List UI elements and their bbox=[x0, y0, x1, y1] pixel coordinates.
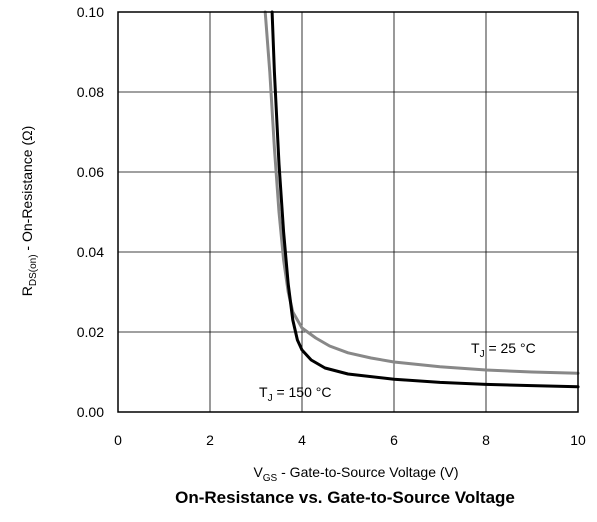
x-tick-label: 0 bbox=[114, 432, 122, 448]
x-axis-label: VGS - Gate-to-Source Voltage (V) bbox=[253, 464, 458, 484]
y-tick-label: 0.04 bbox=[77, 244, 104, 260]
x-tick-label: 8 bbox=[482, 432, 490, 448]
x-tick-labels: 0 2 4 6 8 10 bbox=[114, 432, 586, 448]
series-group bbox=[263, 10, 580, 389]
series-line-tj-25 bbox=[263, 10, 580, 375]
x-tick-label: 2 bbox=[206, 432, 214, 448]
chart-title: On-Resistance vs. Gate-to-Source Voltage bbox=[175, 488, 515, 507]
x-tick-label: 6 bbox=[390, 432, 398, 448]
y-tick-label: 0.02 bbox=[77, 324, 104, 340]
x-tick-label: 10 bbox=[570, 432, 586, 448]
x-tick-label: 4 bbox=[298, 432, 306, 448]
y-tick-label: 0.06 bbox=[77, 164, 104, 180]
series-line-tj-150 bbox=[270, 10, 580, 389]
y-tick-label: 0.10 bbox=[77, 4, 104, 20]
annotation-tj-25: TJ = 25 °C bbox=[471, 340, 536, 360]
plot-frame bbox=[117, 11, 579, 413]
y-tick-label: 0.08 bbox=[77, 84, 104, 100]
y-tick-label: 0.00 bbox=[77, 404, 104, 420]
annotation-tj-150: TJ = 150 °C bbox=[259, 384, 331, 404]
y-axis-label: RDS(on) - On-Resistance (Ω) bbox=[19, 126, 39, 297]
y-tick-labels: 0.00 0.02 0.04 0.06 0.08 0.10 bbox=[77, 4, 104, 420]
